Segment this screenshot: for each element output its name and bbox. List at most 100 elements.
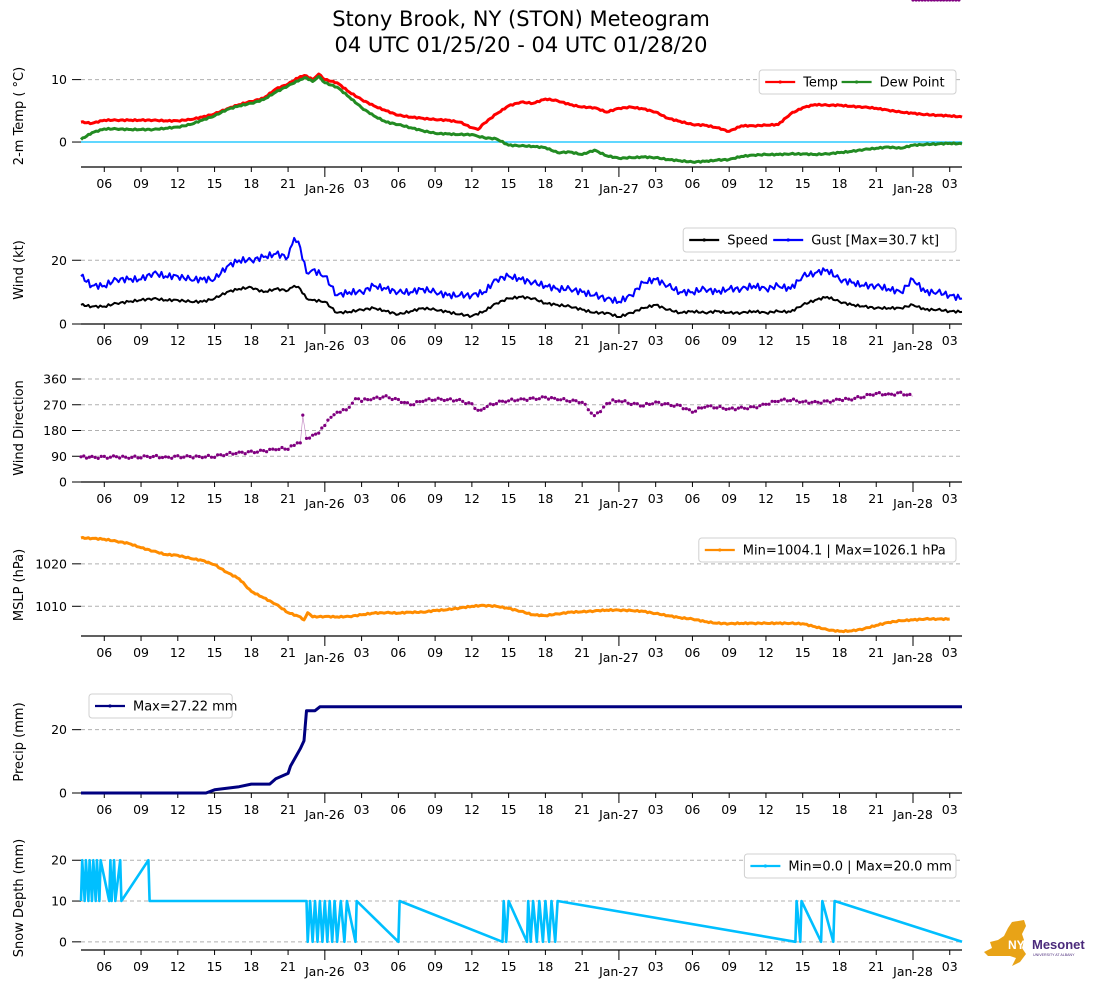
legend-label: Dew Point bbox=[880, 76, 945, 91]
x-tick-label: 21 bbox=[280, 176, 296, 191]
data-point bbox=[82, 454, 86, 458]
data-point bbox=[623, 399, 627, 403]
legend-frame bbox=[743, 853, 957, 879]
x-tick-label: 09 bbox=[427, 645, 443, 660]
x-tick-label: 03 bbox=[942, 491, 958, 506]
data-point bbox=[654, 400, 658, 404]
x-tick-label: 21 bbox=[280, 491, 296, 506]
y-axis-label: Wind Direction bbox=[12, 380, 27, 476]
data-point bbox=[470, 402, 474, 406]
data-point bbox=[436, 396, 440, 400]
data-point bbox=[473, 406, 477, 411]
data-point bbox=[163, 455, 168, 459]
series-speed bbox=[80, 284, 963, 318]
x-tick-label: 12 bbox=[170, 333, 186, 348]
data-point bbox=[562, 397, 566, 401]
data-point bbox=[399, 400, 403, 405]
data-point bbox=[801, 400, 805, 404]
x-tick-label: 06 bbox=[390, 491, 406, 506]
x-tick-label: 12 bbox=[170, 802, 186, 817]
data-point bbox=[571, 398, 575, 402]
x-tick-label: 03 bbox=[942, 333, 958, 348]
data-point bbox=[108, 455, 112, 459]
y-tick-label: 360 bbox=[43, 372, 67, 387]
data-point bbox=[479, 408, 483, 412]
data-point bbox=[847, 397, 851, 401]
data-point bbox=[170, 456, 174, 460]
data-point bbox=[268, 447, 272, 451]
data-point bbox=[182, 455, 186, 459]
data-point bbox=[304, 436, 309, 440]
y-tick-label: 90 bbox=[51, 449, 67, 464]
data-point bbox=[458, 397, 462, 402]
data-point bbox=[804, 399, 808, 403]
data-point bbox=[424, 398, 428, 402]
data-point bbox=[353, 397, 358, 401]
data-point bbox=[240, 450, 244, 454]
data-point bbox=[537, 397, 541, 401]
x-tick-label: 18 bbox=[537, 176, 553, 191]
x-tick-label: 15 bbox=[795, 959, 811, 974]
data-point bbox=[635, 402, 639, 406]
data-point bbox=[350, 401, 354, 405]
data-point bbox=[822, 399, 826, 403]
x-tick-label: 18 bbox=[832, 176, 848, 191]
x-tick-label: 06 bbox=[684, 645, 700, 660]
data-point bbox=[746, 407, 750, 411]
data-point bbox=[179, 456, 183, 460]
y-tick-label: 270 bbox=[43, 397, 67, 412]
legend-marker bbox=[855, 80, 859, 84]
y-tick-label: 180 bbox=[43, 423, 67, 438]
data-point bbox=[614, 400, 618, 404]
data-point bbox=[602, 405, 606, 409]
data-point bbox=[932, 0, 936, 2]
data-point bbox=[246, 450, 250, 454]
data-point bbox=[258, 448, 263, 452]
legend-label: Temp bbox=[802, 76, 838, 91]
data-point bbox=[93, 455, 97, 459]
x-tick-label: Jan-28 bbox=[892, 964, 933, 979]
data-point bbox=[320, 426, 324, 430]
data-point bbox=[497, 399, 501, 403]
data-point bbox=[133, 454, 137, 458]
data-point bbox=[598, 410, 603, 414]
legend-marker bbox=[702, 238, 706, 242]
data-point bbox=[883, 392, 888, 397]
x-tick-label: 18 bbox=[832, 645, 848, 660]
data-point bbox=[516, 398, 520, 402]
data-point bbox=[700, 406, 704, 410]
data-point bbox=[307, 436, 312, 440]
data-point bbox=[252, 451, 256, 455]
data-point bbox=[366, 398, 370, 402]
data-point bbox=[592, 414, 597, 418]
data-point bbox=[945, 0, 949, 2]
x-tick-label: 03 bbox=[942, 176, 958, 191]
data-point bbox=[586, 408, 590, 412]
data-point bbox=[461, 399, 465, 403]
series-max-27-22-mm bbox=[81, 705, 962, 795]
series-gust-max-30-7-kt- bbox=[80, 236, 963, 304]
y-axis-label: Wind (kt) bbox=[12, 240, 27, 300]
data-point bbox=[467, 401, 471, 405]
data-point bbox=[96, 456, 100, 460]
ny-state-shape-icon bbox=[984, 920, 1026, 966]
logo-subtext: UNIVERSITY AT ALBANY bbox=[1033, 953, 1075, 957]
data-point bbox=[788, 399, 793, 403]
x-tick-label: 18 bbox=[537, 959, 553, 974]
data-point bbox=[405, 401, 410, 405]
legend-label: Speed bbox=[727, 234, 768, 249]
series-direction bbox=[79, 0, 961, 460]
data-point bbox=[451, 399, 456, 403]
x-tick-label: 03 bbox=[648, 645, 664, 660]
data-point bbox=[816, 400, 820, 404]
y-tick-label: 20 bbox=[51, 253, 67, 268]
chart-title: Stony Brook, NY (STON) Meteogram 04 UTC … bbox=[0, 6, 1042, 58]
data-point bbox=[151, 454, 155, 459]
x-tick-label: 21 bbox=[574, 333, 590, 348]
data-point bbox=[831, 399, 835, 403]
data-point bbox=[626, 401, 630, 405]
x-tick-label: 06 bbox=[390, 959, 406, 974]
data-point bbox=[265, 450, 269, 454]
data-point bbox=[641, 404, 646, 408]
x-tick-label: Jan-27 bbox=[598, 964, 639, 979]
